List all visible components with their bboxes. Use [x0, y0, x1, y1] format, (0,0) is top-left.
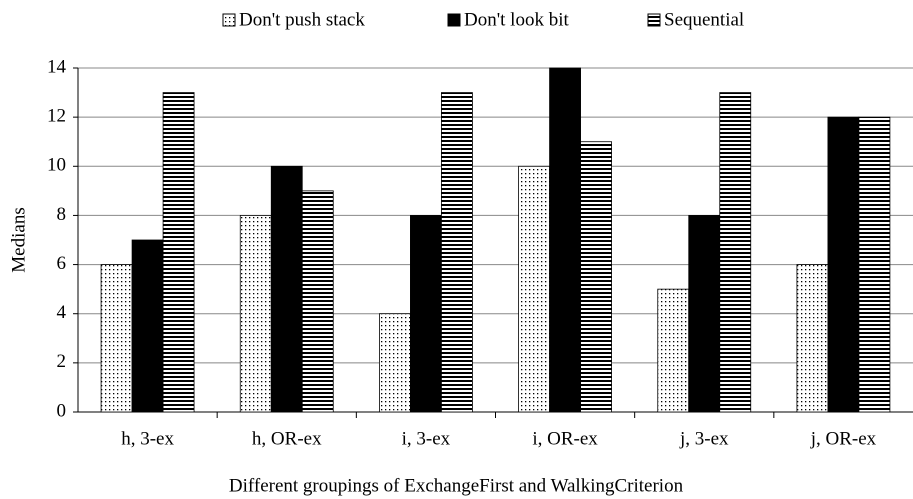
- bar: [858, 116, 891, 413]
- bar: [410, 215, 442, 413]
- legend-label: Don't look bit: [464, 9, 569, 30]
- x-tick-label: i, 3-ex: [402, 428, 451, 449]
- bar: [162, 92, 195, 413]
- y-tick-label: 10: [47, 155, 66, 176]
- x-tick-label: h, 3-ex: [121, 428, 174, 449]
- bar: [549, 67, 581, 413]
- y-tick-label: 12: [47, 106, 66, 127]
- bar: [580, 141, 612, 413]
- bar: [688, 215, 721, 413]
- y-tick-label: 6: [57, 253, 67, 274]
- legend-swatch: [647, 13, 661, 27]
- x-axis-label: Different groupings of ExchangeFirst and…: [229, 475, 684, 496]
- y-tick-label: 2: [57, 351, 67, 372]
- y-axis-label: Medians: [8, 207, 29, 272]
- bar: [379, 313, 411, 413]
- bar: [131, 239, 164, 413]
- bar: [441, 92, 473, 413]
- bar: [270, 165, 303, 413]
- y-tick-label: 0: [57, 400, 67, 421]
- y-tick-label: 14: [47, 56, 67, 77]
- legend-label: Sequential: [664, 9, 744, 30]
- legend-swatch: [222, 13, 236, 27]
- x-tick-label: j, 3-ex: [679, 428, 729, 449]
- bar: [719, 92, 752, 413]
- legend-swatch: [447, 13, 461, 27]
- bar: [100, 264, 133, 413]
- bar: [518, 165, 550, 413]
- y-tick-label: 4: [57, 302, 67, 323]
- y-tick-label: 8: [57, 204, 67, 225]
- bar: [239, 215, 272, 413]
- x-tick-label: h, OR-ex: [252, 428, 322, 449]
- legend-label: Don't push stack: [239, 9, 365, 30]
- x-tick-label: j, OR-ex: [810, 428, 877, 449]
- x-tick-label: i, OR-ex: [532, 428, 598, 449]
- bar: [827, 116, 860, 413]
- bar: [301, 190, 334, 413]
- bar: [796, 264, 829, 413]
- bar: [657, 288, 690, 413]
